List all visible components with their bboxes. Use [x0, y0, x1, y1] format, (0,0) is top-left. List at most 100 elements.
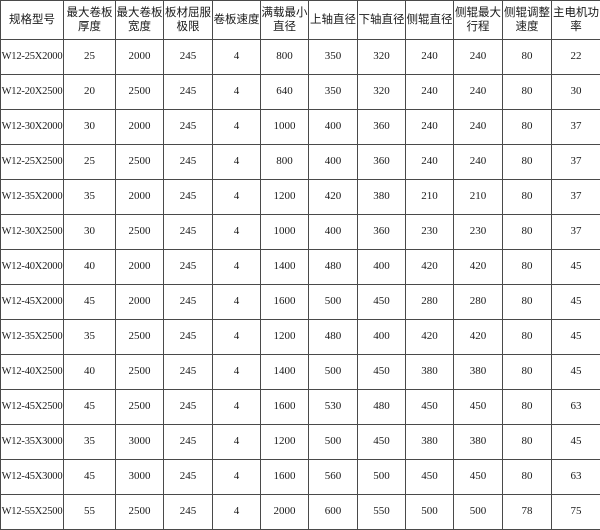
cell-value: 500: [454, 495, 503, 530]
cell-value: 240: [406, 40, 454, 75]
cell-value: 25: [64, 145, 116, 180]
cell-value: 1200: [261, 320, 309, 355]
cell-value: 80: [503, 40, 552, 75]
cell-value: 245: [164, 425, 213, 460]
cell-value: 63: [552, 390, 600, 425]
cell-value: 80: [503, 180, 552, 215]
cell-model: W12-25X2000: [1, 40, 64, 75]
cell-value: 2500: [116, 355, 164, 390]
cell-value: 35: [64, 320, 116, 355]
cell-value: 4: [213, 320, 261, 355]
cell-value: 80: [503, 110, 552, 145]
cell-value: 1400: [261, 250, 309, 285]
cell-value: 1000: [261, 215, 309, 250]
cell-value: 4: [213, 75, 261, 110]
cell-value: 450: [406, 390, 454, 425]
cell-model: W12-20X2500: [1, 75, 64, 110]
cell-value: 800: [261, 40, 309, 75]
cell-value: 380: [454, 355, 503, 390]
cell-value: 380: [406, 425, 454, 460]
cell-value: 500: [358, 460, 406, 495]
cell-value: 400: [358, 250, 406, 285]
cell-value: 45: [552, 250, 600, 285]
cell-value: 550: [358, 495, 406, 530]
cell-value: 80: [503, 75, 552, 110]
column-header-2: 最大卷板宽度: [116, 1, 164, 40]
cell-value: 530: [309, 390, 358, 425]
cell-value: 320: [358, 40, 406, 75]
cell-value: 22: [552, 40, 600, 75]
cell-value: 4: [213, 460, 261, 495]
cell-value: 30: [64, 215, 116, 250]
cell-value: 45: [64, 460, 116, 495]
cell-value: 480: [358, 390, 406, 425]
cell-value: 350: [309, 75, 358, 110]
cell-value: 1400: [261, 355, 309, 390]
cell-value: 245: [164, 320, 213, 355]
cell-value: 450: [454, 460, 503, 495]
cell-value: 80: [503, 355, 552, 390]
cell-value: 2500: [116, 75, 164, 110]
cell-value: 2500: [116, 390, 164, 425]
cell-value: 245: [164, 460, 213, 495]
cell-value: 450: [406, 460, 454, 495]
cell-value: 245: [164, 75, 213, 110]
cell-value: 420: [454, 320, 503, 355]
cell-value: 35: [64, 180, 116, 215]
cell-value: 4: [213, 215, 261, 250]
cell-model: W12-25X2500: [1, 145, 64, 180]
cell-value: 25: [64, 40, 116, 75]
cell-value: 37: [552, 215, 600, 250]
cell-value: 245: [164, 355, 213, 390]
cell-value: 420: [406, 250, 454, 285]
cell-value: 450: [358, 355, 406, 390]
cell-value: 500: [309, 285, 358, 320]
cell-value: 2500: [116, 495, 164, 530]
cell-value: 80: [503, 320, 552, 355]
cell-value: 3000: [116, 425, 164, 460]
cell-value: 210: [406, 180, 454, 215]
cell-value: 4: [213, 285, 261, 320]
column-header-1: 最大卷板厚度: [64, 1, 116, 40]
cell-value: 2000: [116, 40, 164, 75]
cell-value: 2000: [116, 250, 164, 285]
cell-value: 245: [164, 285, 213, 320]
table-header-row: 规格型号最大卷板厚度最大卷板宽度板材屈服极限卷板速度满载最小直径上轴直径下轴直径…: [1, 1, 600, 40]
cell-value: 30: [64, 110, 116, 145]
cell-value: 360: [358, 145, 406, 180]
cell-value: 240: [406, 110, 454, 145]
cell-model: W12-45X2000: [1, 285, 64, 320]
cell-value: 500: [309, 355, 358, 390]
cell-value: 245: [164, 495, 213, 530]
cell-value: 80: [503, 215, 552, 250]
cell-value: 45: [552, 320, 600, 355]
cell-value: 2500: [116, 215, 164, 250]
cell-value: 1600: [261, 285, 309, 320]
column-header-9: 侧辊最大行程: [454, 1, 503, 40]
cell-value: 2000: [116, 180, 164, 215]
cell-value: 240: [454, 75, 503, 110]
cell-value: 800: [261, 145, 309, 180]
cell-value: 420: [454, 250, 503, 285]
cell-value: 240: [454, 145, 503, 180]
cell-value: 37: [552, 180, 600, 215]
cell-value: 80: [503, 145, 552, 180]
cell-value: 1200: [261, 425, 309, 460]
cell-value: 380: [454, 425, 503, 460]
cell-value: 4: [213, 390, 261, 425]
cell-value: 4: [213, 110, 261, 145]
column-header-7: 下轴直径: [358, 1, 406, 40]
cell-value: 75: [552, 495, 600, 530]
cell-value: 230: [454, 215, 503, 250]
cell-value: 35: [64, 425, 116, 460]
